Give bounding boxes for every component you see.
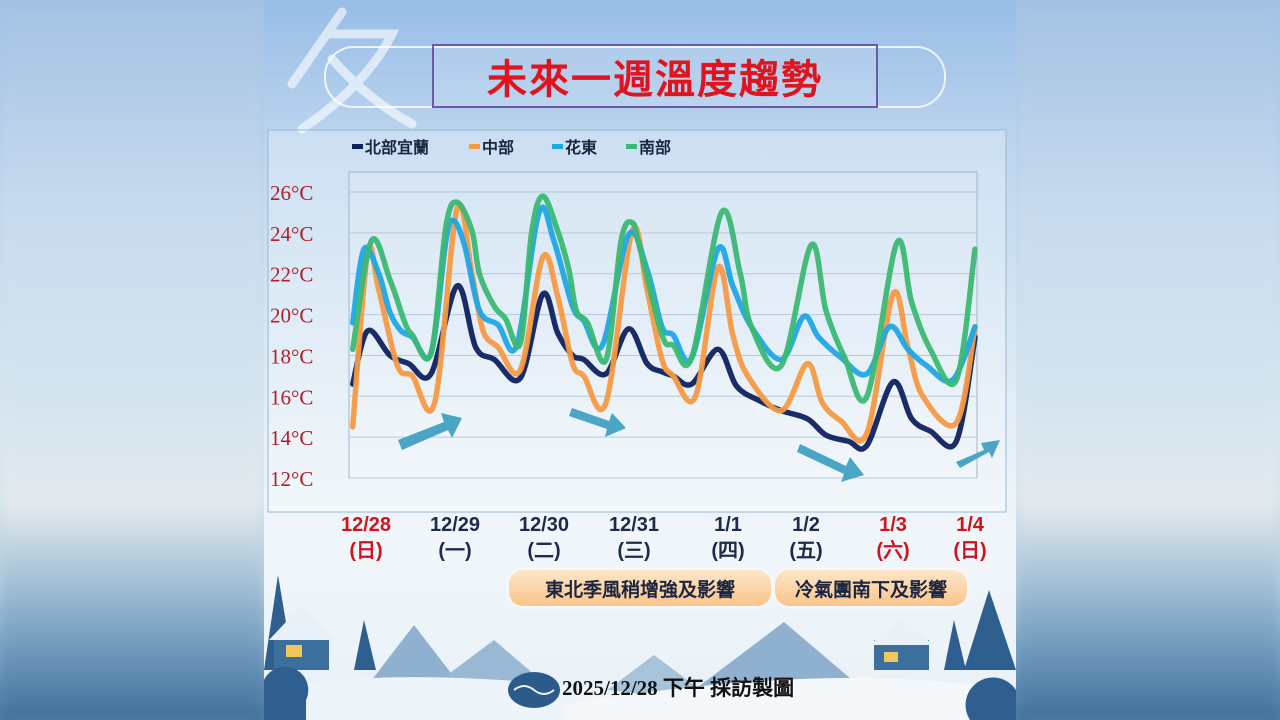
blurred-background-right	[1016, 0, 1280, 720]
y-axis-ticks: 12°C 14°C 16°C 18°C 20°C 22°C 24°C 26°C	[270, 181, 313, 491]
date-label: 1/2	[792, 514, 820, 536]
tree-icon	[354, 620, 376, 670]
title-box: 未來一週溫度趨勢	[432, 44, 878, 108]
y-tick-label: 24°C	[270, 222, 313, 246]
y-tick-label: 16°C	[270, 385, 313, 409]
tree-icon	[944, 620, 966, 670]
bush-icon	[264, 666, 309, 720]
weekday-label: (六)	[876, 540, 910, 562]
legend-swatch	[552, 144, 563, 149]
y-tick-label: 12°C	[270, 467, 313, 491]
x-tick-label: 1/4 (日)	[930, 512, 1010, 564]
legend-label: 花東	[565, 138, 597, 157]
x-tick-label: 1/3 (六)	[853, 512, 933, 564]
bush-icon	[965, 677, 1016, 720]
x-tick-label: 12/30 (二)	[504, 512, 584, 564]
arrow-down-right-icon	[797, 444, 864, 482]
footer-credit: 2025/12/28 下午 採訪製圖	[562, 676, 795, 700]
date-label: 12/31	[608, 514, 660, 536]
x-tick-label: 12/31 (三)	[594, 512, 674, 564]
weekday-label: (日)	[349, 540, 383, 562]
arrow-down-right-icon	[569, 408, 626, 437]
house-roof	[269, 605, 336, 640]
date-label: 12/28	[340, 514, 392, 536]
weekday-label: (日)	[953, 540, 987, 562]
infographic-panel: 未來一週溫度趨勢 12°C 14°C 16°C 18°C 20°C 22°C 24°C 26°…	[264, 0, 1016, 720]
note-text: 東北季風稍增強及影響	[544, 578, 735, 601]
x-tick-label: 1/1 (四)	[688, 512, 768, 564]
weekday-label: (五)	[789, 540, 823, 562]
legend-swatch	[469, 144, 480, 149]
y-tick-label: 20°C	[270, 304, 313, 328]
legend-label: 南部	[639, 138, 671, 157]
logo-swirl	[513, 685, 555, 695]
y-tick-label: 18°C	[270, 344, 313, 368]
date-label: 1/3	[879, 514, 907, 536]
weekday-label: (四)	[711, 540, 745, 562]
date-label: 12/29	[429, 514, 481, 536]
legend-label: 北部宜蘭	[365, 138, 429, 157]
winter-scenery	[264, 575, 1016, 720]
weekday-label: (二)	[527, 540, 561, 562]
blurred-background-left	[0, 0, 264, 720]
mountain	[364, 625, 464, 690]
arrow-up-right-icon	[956, 440, 1000, 468]
series-line-南部	[349, 193, 978, 404]
series-lines	[349, 193, 978, 452]
y-tick-label: 26°C	[270, 181, 313, 205]
note-northeast-monsoon: 東北季風稍增強及影響	[509, 570, 771, 606]
tree-icon	[964, 590, 1016, 670]
house-roof	[869, 620, 934, 645]
chart-title: 未來一週溫度趨勢	[487, 57, 823, 103]
weekday-label: (三)	[617, 540, 651, 562]
snow-hill	[564, 678, 1016, 720]
y-tick-label: 22°C	[270, 263, 313, 287]
legend: 北部宜蘭 中部 花東 南部	[352, 138, 671, 157]
date-label: 1/1	[714, 514, 742, 536]
legend-label: 中部	[482, 138, 514, 157]
date-label: 1/4	[956, 514, 984, 536]
legend-swatch	[626, 144, 637, 149]
x-tick-label: 12/28 (日)	[326, 512, 406, 564]
arrow-up-right-icon	[398, 413, 462, 450]
series-line-中部	[349, 201, 978, 444]
trend-arrows	[398, 408, 1000, 482]
weekday-label: (一)	[438, 540, 472, 562]
house-window	[884, 652, 898, 662]
x-tick-label: 1/2 (五)	[766, 512, 846, 564]
legend-swatch	[352, 144, 363, 149]
date-label: 12/30	[518, 514, 570, 536]
temperature-line-chart: 12°C 14°C 16°C 18°C 20°C 22°C 24°C 26°C 北部宜蘭 中部 花…	[267, 129, 1007, 513]
x-tick-label: 12/29 (一)	[415, 512, 495, 564]
mountain	[694, 622, 864, 690]
house-window	[286, 645, 302, 657]
series-line-北部宜蘭	[349, 283, 978, 452]
y-tick-label: 14°C	[270, 426, 313, 450]
note-cold-air-mass: 冷氣團南下及影響	[775, 570, 967, 606]
note-text: 冷氣團南下及影響	[794, 578, 947, 601]
